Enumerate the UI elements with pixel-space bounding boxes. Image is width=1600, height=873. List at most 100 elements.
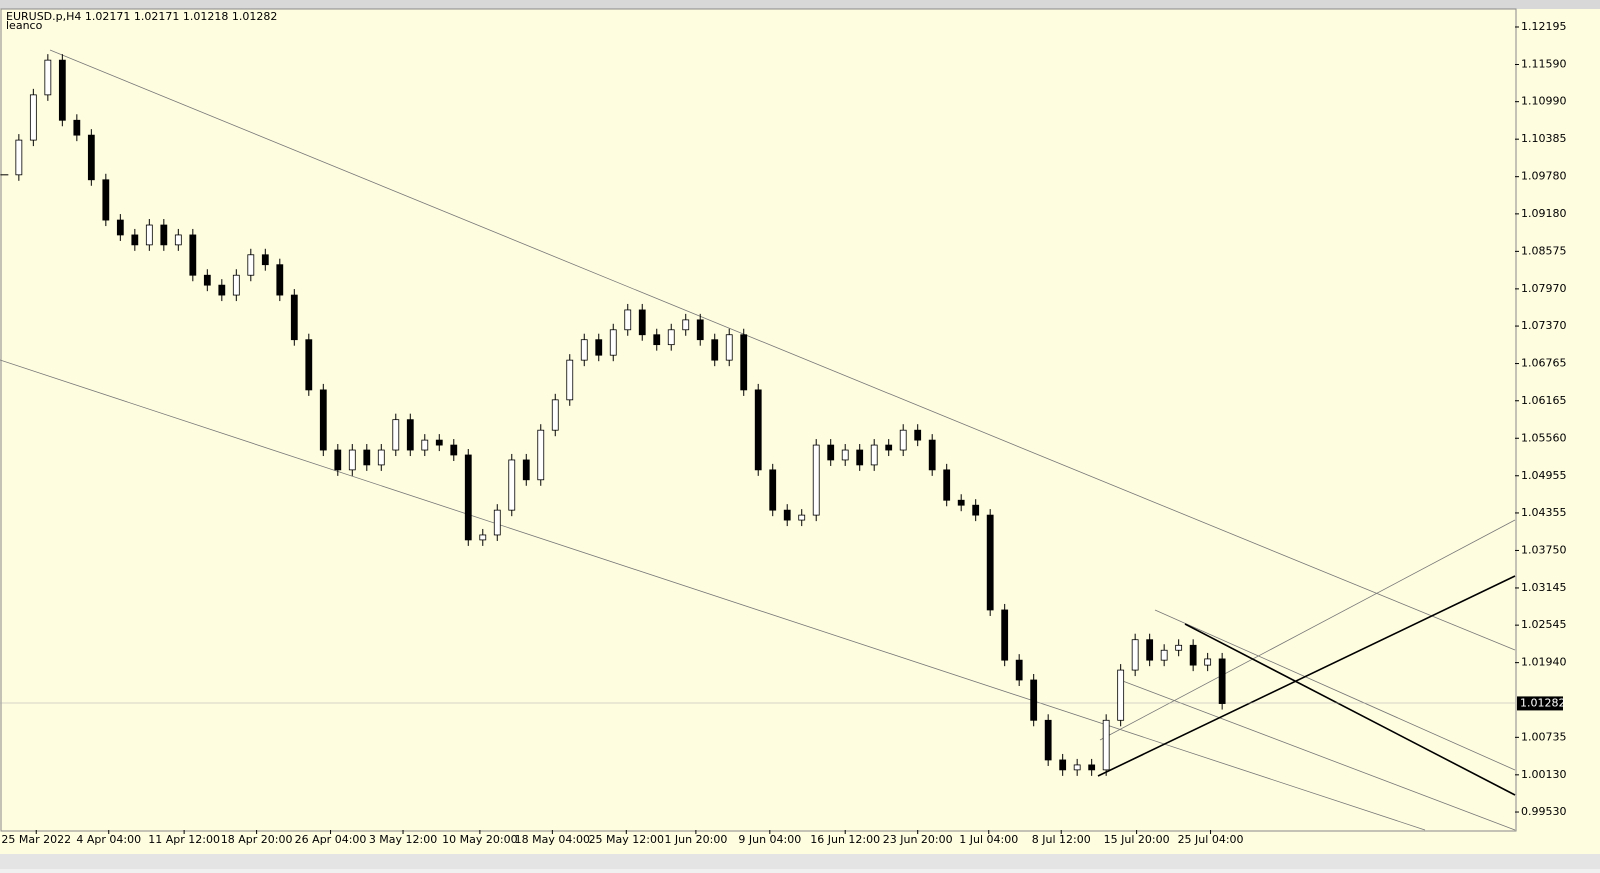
plot-frame [0, 8, 1517, 832]
candle-body [711, 339, 719, 361]
candle-body [972, 504, 980, 516]
candle-body [1030, 679, 1038, 721]
candle-body [334, 449, 342, 471]
candle-body [305, 339, 313, 391]
candle-body [667, 329, 675, 346]
trend-lines [0, 49, 1516, 831]
candle-body [203, 274, 211, 286]
x-tick-label: 25 Jul 04:00 [1178, 833, 1244, 846]
y-tick-label: 1.08575 [1521, 244, 1567, 257]
candle-body [653, 334, 661, 346]
current-price-box [1517, 696, 1563, 711]
candle-body [1175, 644, 1183, 651]
candle-body [783, 509, 791, 521]
candle-body [145, 224, 153, 246]
candle-body [914, 429, 922, 441]
candle-body [1146, 639, 1154, 661]
x-tick-label: 1 Jun 20:00 [664, 833, 727, 846]
x-tick-label: 10 May 20:00 [442, 833, 517, 846]
y-tick-label: 1.12195 [1521, 20, 1567, 33]
candle-body [1015, 659, 1023, 681]
candle-body [885, 444, 893, 451]
candle-body [566, 359, 574, 401]
candle-body [1218, 658, 1226, 704]
y-tick-label: 1.07970 [1521, 282, 1567, 295]
x-tick-label: 9 Jun 04:00 [738, 833, 801, 846]
candle-body [740, 334, 748, 391]
candle-body [595, 339, 603, 356]
candle-body [1204, 658, 1212, 666]
candle-body [421, 439, 429, 451]
candle-body [1131, 639, 1139, 671]
candle-body [580, 339, 588, 361]
x-tick-label: 18 Apr 20:00 [221, 833, 293, 846]
candle-body [682, 319, 690, 331]
chart-background [0, 9, 1600, 854]
candle-body [1160, 649, 1168, 661]
candle-body [290, 294, 298, 341]
y-tick-label: 1.09180 [1521, 207, 1567, 220]
candle-body [232, 274, 240, 296]
candle-body [479, 534, 487, 541]
candle-body [131, 234, 139, 246]
candle-body [348, 449, 356, 471]
candle-body [508, 459, 516, 511]
y-tick-label: 1.03145 [1521, 581, 1567, 594]
candle-body [638, 309, 646, 336]
y-tick-label: 1.10385 [1521, 132, 1567, 145]
candle-body [73, 119, 81, 136]
candle-body [769, 469, 777, 511]
y-tick-label: 1.11590 [1521, 57, 1567, 70]
y-tick-label: 1.07370 [1521, 319, 1567, 332]
candle-body [15, 139, 23, 176]
candle-body [29, 94, 37, 141]
x-tick-label: 25 Mar 2022 [1, 833, 71, 846]
x-tick-label: 18 May 04:00 [515, 833, 590, 846]
candle-body [943, 469, 951, 501]
x-tick-label: 15 Jul 20:00 [1104, 833, 1170, 846]
chart-subtitle: leanco [6, 19, 43, 32]
x-tick-label: 11 Apr 12:00 [148, 833, 220, 846]
candle-body [174, 234, 182, 246]
x-tick-label: 3 May 12:00 [369, 833, 437, 846]
x-tick-label: 8 Jul 12:00 [1032, 833, 1091, 846]
candle-body [1059, 759, 1067, 771]
candle-body [261, 254, 269, 266]
y-tick-label: 1.03750 [1521, 543, 1567, 556]
candle-body [609, 329, 617, 356]
candle-body [189, 234, 197, 276]
candle-body [827, 444, 835, 461]
candle-body [754, 389, 762, 471]
x-tick-label: 4 Apr 04:00 [76, 833, 141, 846]
current-price-label: 1.01282 [1520, 696, 1566, 709]
triangle-lines [1097, 575, 1516, 796]
candle-body [696, 319, 704, 341]
tab-bar[interactable] [0, 0, 1600, 9]
x-tick-label: 25 May 12:00 [589, 833, 664, 846]
candle-body [102, 179, 110, 221]
candle-body [798, 514, 806, 521]
x-tick-label: 26 Apr 04:00 [295, 833, 367, 846]
candle-body [1001, 609, 1009, 661]
candle-body [464, 454, 472, 541]
candle-body [1189, 644, 1197, 666]
candle-body [957, 499, 965, 506]
y-tick-label: 0.99530 [1521, 805, 1567, 818]
candle-body [218, 284, 226, 296]
candle-body [537, 429, 545, 481]
candle-body [725, 334, 733, 361]
y-tick-label: 1.01940 [1521, 656, 1567, 669]
candle-body [812, 444, 820, 516]
candle-body [1117, 669, 1125, 721]
candle-body [377, 449, 385, 466]
candle-body [1044, 719, 1052, 761]
candle-body [899, 429, 907, 451]
candle-body [986, 514, 994, 611]
scrollbar[interactable] [0, 854, 1600, 869]
x-tick-label: 16 Jun 12:00 [810, 833, 880, 846]
chart-title: EURUSD.p,H4 1.02171 1.02171 1.01218 1.01… [6, 10, 277, 23]
y-tick-label: 1.10990 [1521, 95, 1567, 108]
candle-body [116, 219, 124, 236]
candle-body [44, 59, 52, 96]
